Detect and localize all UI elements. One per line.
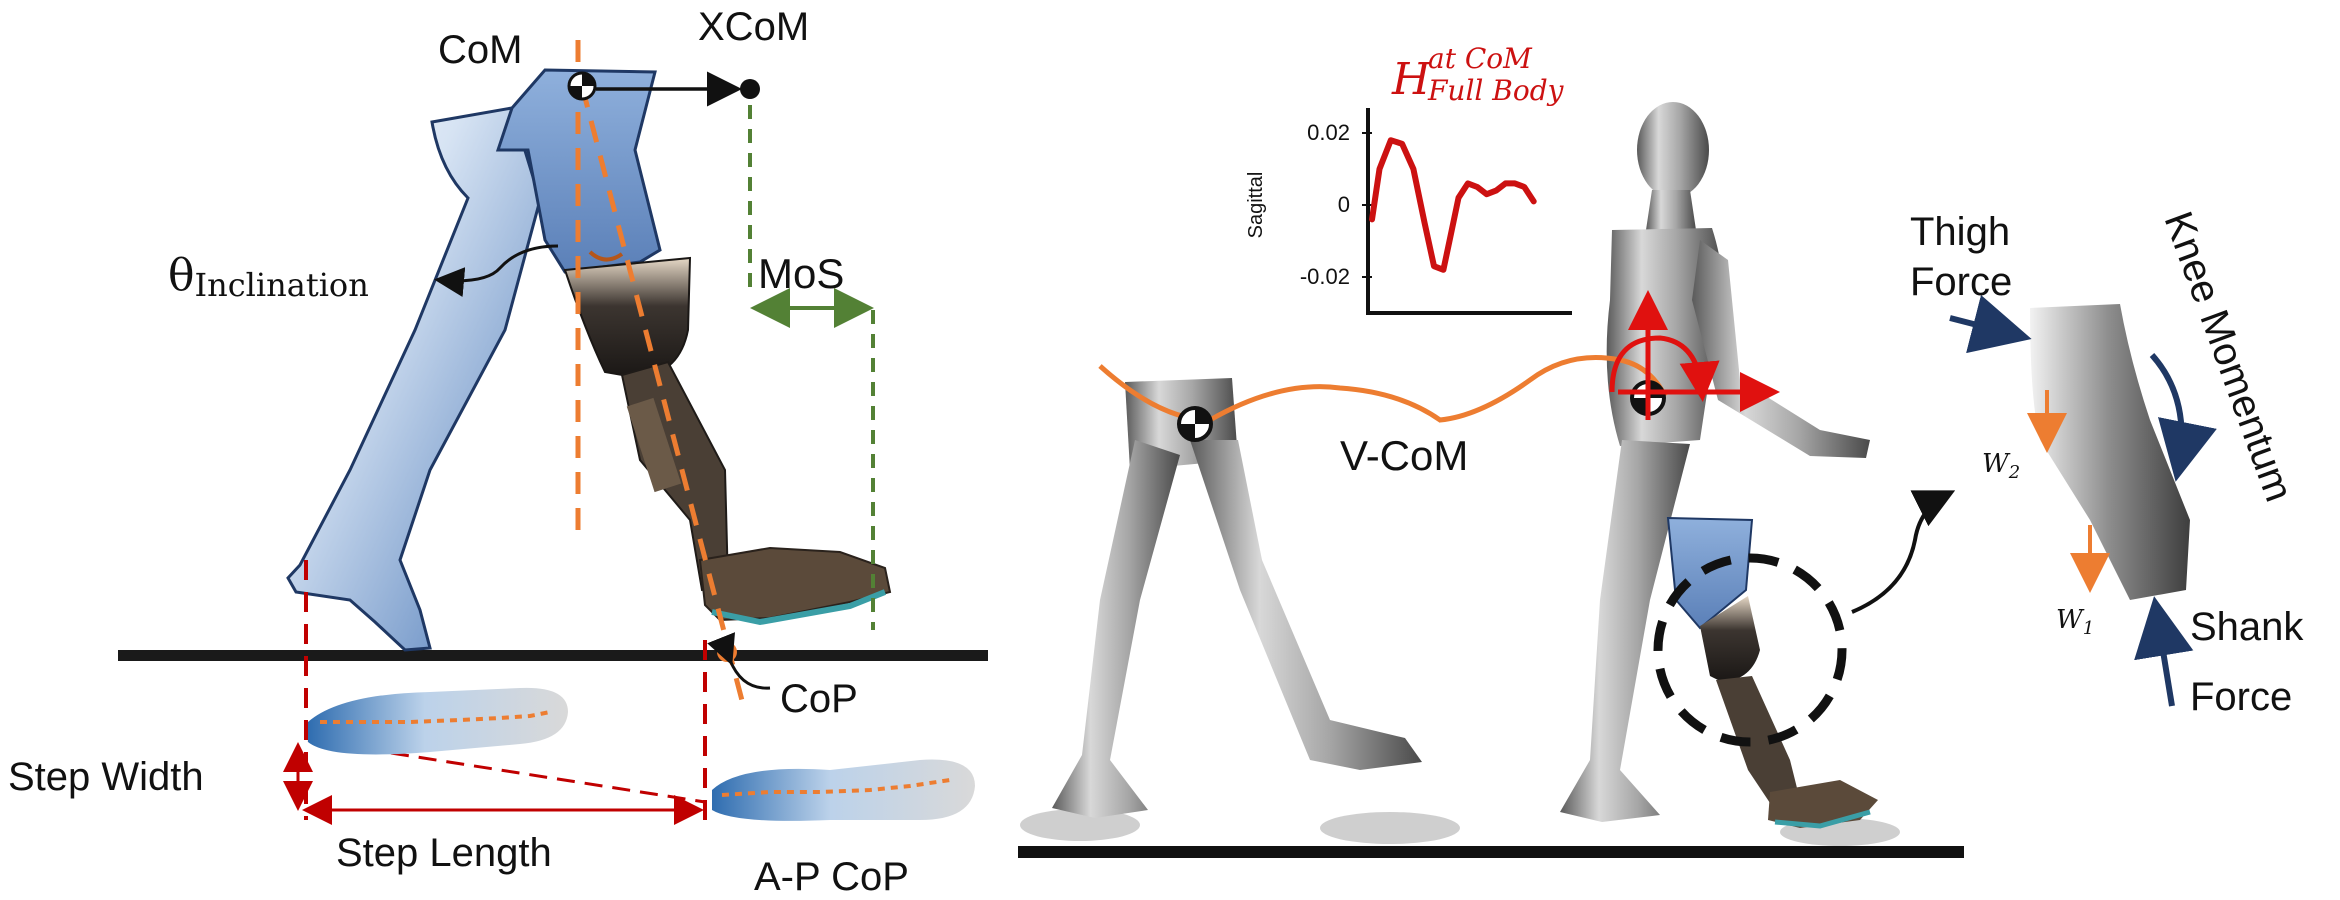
figure-2-socket (1700, 596, 1760, 682)
figure-1-front-leg (1190, 440, 1422, 770)
figure-1-com-marker (1177, 406, 1213, 442)
com-marker (567, 71, 597, 101)
figure-2-head (1637, 102, 1709, 198)
cop-point (717, 642, 737, 662)
ground-line-left (118, 650, 988, 661)
chart-title-line2: Full Body (1427, 74, 1565, 107)
floor-shadow-1 (1020, 809, 1140, 841)
footprint-leading-cop (721, 778, 951, 797)
knee-momentum-arrow (2149, 353, 2217, 482)
thigh-force-label-line2: Force (1910, 260, 2012, 304)
vcom-label: V-CoM (1340, 432, 1468, 479)
figure-2-foot-sole (1774, 809, 1871, 829)
w2-label: W2 (1982, 449, 2020, 483)
cop-label: CoP (780, 677, 858, 721)
chart-series-group (1369, 137, 1537, 273)
thigh-force-label-line1: Thigh (1910, 210, 2010, 254)
ytick-label-top: 0.02 (1307, 120, 1350, 145)
w2-symbol: W (1982, 449, 2011, 479)
footprint-trailing-cop (320, 710, 551, 724)
inclination-label: θInclination (168, 250, 369, 304)
ytick-label-bottom: -0.02 (1300, 264, 1350, 289)
detail-pointer (1851, 490, 1956, 614)
w1-symbol: W (2056, 605, 2085, 635)
trailing-leg (286, 106, 542, 652)
inclination-subscript: Inclination (195, 266, 369, 304)
left-panel: CoM XCoM θInclination MoS CoP Step Width… (8, 5, 988, 899)
shank-force-arrow (2134, 596, 2194, 707)
floor-shadow-2 (1320, 812, 1460, 844)
shank-force-label-line2: Force (2190, 675, 2292, 719)
inclination-symbol: θ (168, 250, 195, 301)
chart-ylabel: Sagittal (1245, 172, 1267, 239)
chart-series-line-0 (1369, 137, 1537, 273)
pylon-detail (626, 397, 682, 493)
w1-label: W1 (2056, 605, 2094, 639)
step-length-label: Step Length (336, 831, 552, 875)
thigh-force-arrow (1949, 294, 2032, 354)
prosthetic-socket (563, 256, 692, 380)
foot-sole (711, 589, 887, 626)
prosthetic-foot (698, 546, 892, 622)
xcom-label: XCoM (698, 5, 809, 49)
walking-figure-2 (1560, 102, 1878, 829)
figure-2-rear-leg (1560, 440, 1690, 822)
residual-limb-mark (588, 250, 624, 262)
figure-2-pylon (1716, 676, 1800, 806)
knee-detail-limb (2030, 304, 2190, 600)
ap-cop-label: A-P CoP (754, 855, 909, 899)
cop-pointer (707, 632, 771, 690)
shank-force-label-line1: Shank (2190, 605, 2304, 649)
figure-2-neck (1646, 190, 1696, 230)
ground-line-right (1018, 846, 1964, 858)
inset-chart: H at CoM Full Body Sagittal 0.02 0 -0.02 (1245, 42, 1572, 315)
inclination-pointer (434, 244, 559, 298)
right-panel: V-CoM Thigh Force Knee Momentum Shank Fo… (1018, 102, 2304, 858)
mos-label: MoS (758, 250, 844, 297)
w1-subscript: 1 (2083, 618, 2094, 639)
figure-1-rear-leg (1052, 440, 1180, 818)
step-width-label: Step Width (8, 755, 204, 799)
figure-2-arm (1692, 240, 1870, 458)
figure-2-thigh-socket (1666, 516, 1754, 630)
ytick-label-mid: 0 (1338, 192, 1350, 217)
w2-subscript: 2 (2008, 462, 2020, 483)
chart-title-symbol: H (1391, 54, 1432, 105)
com-rotation-arc (1609, 335, 1720, 402)
xcom-point (740, 79, 760, 99)
knee-highlight-circle (1653, 553, 1847, 747)
chart-title-line1: at CoM (1428, 42, 1533, 75)
com-label: CoM (438, 28, 522, 72)
